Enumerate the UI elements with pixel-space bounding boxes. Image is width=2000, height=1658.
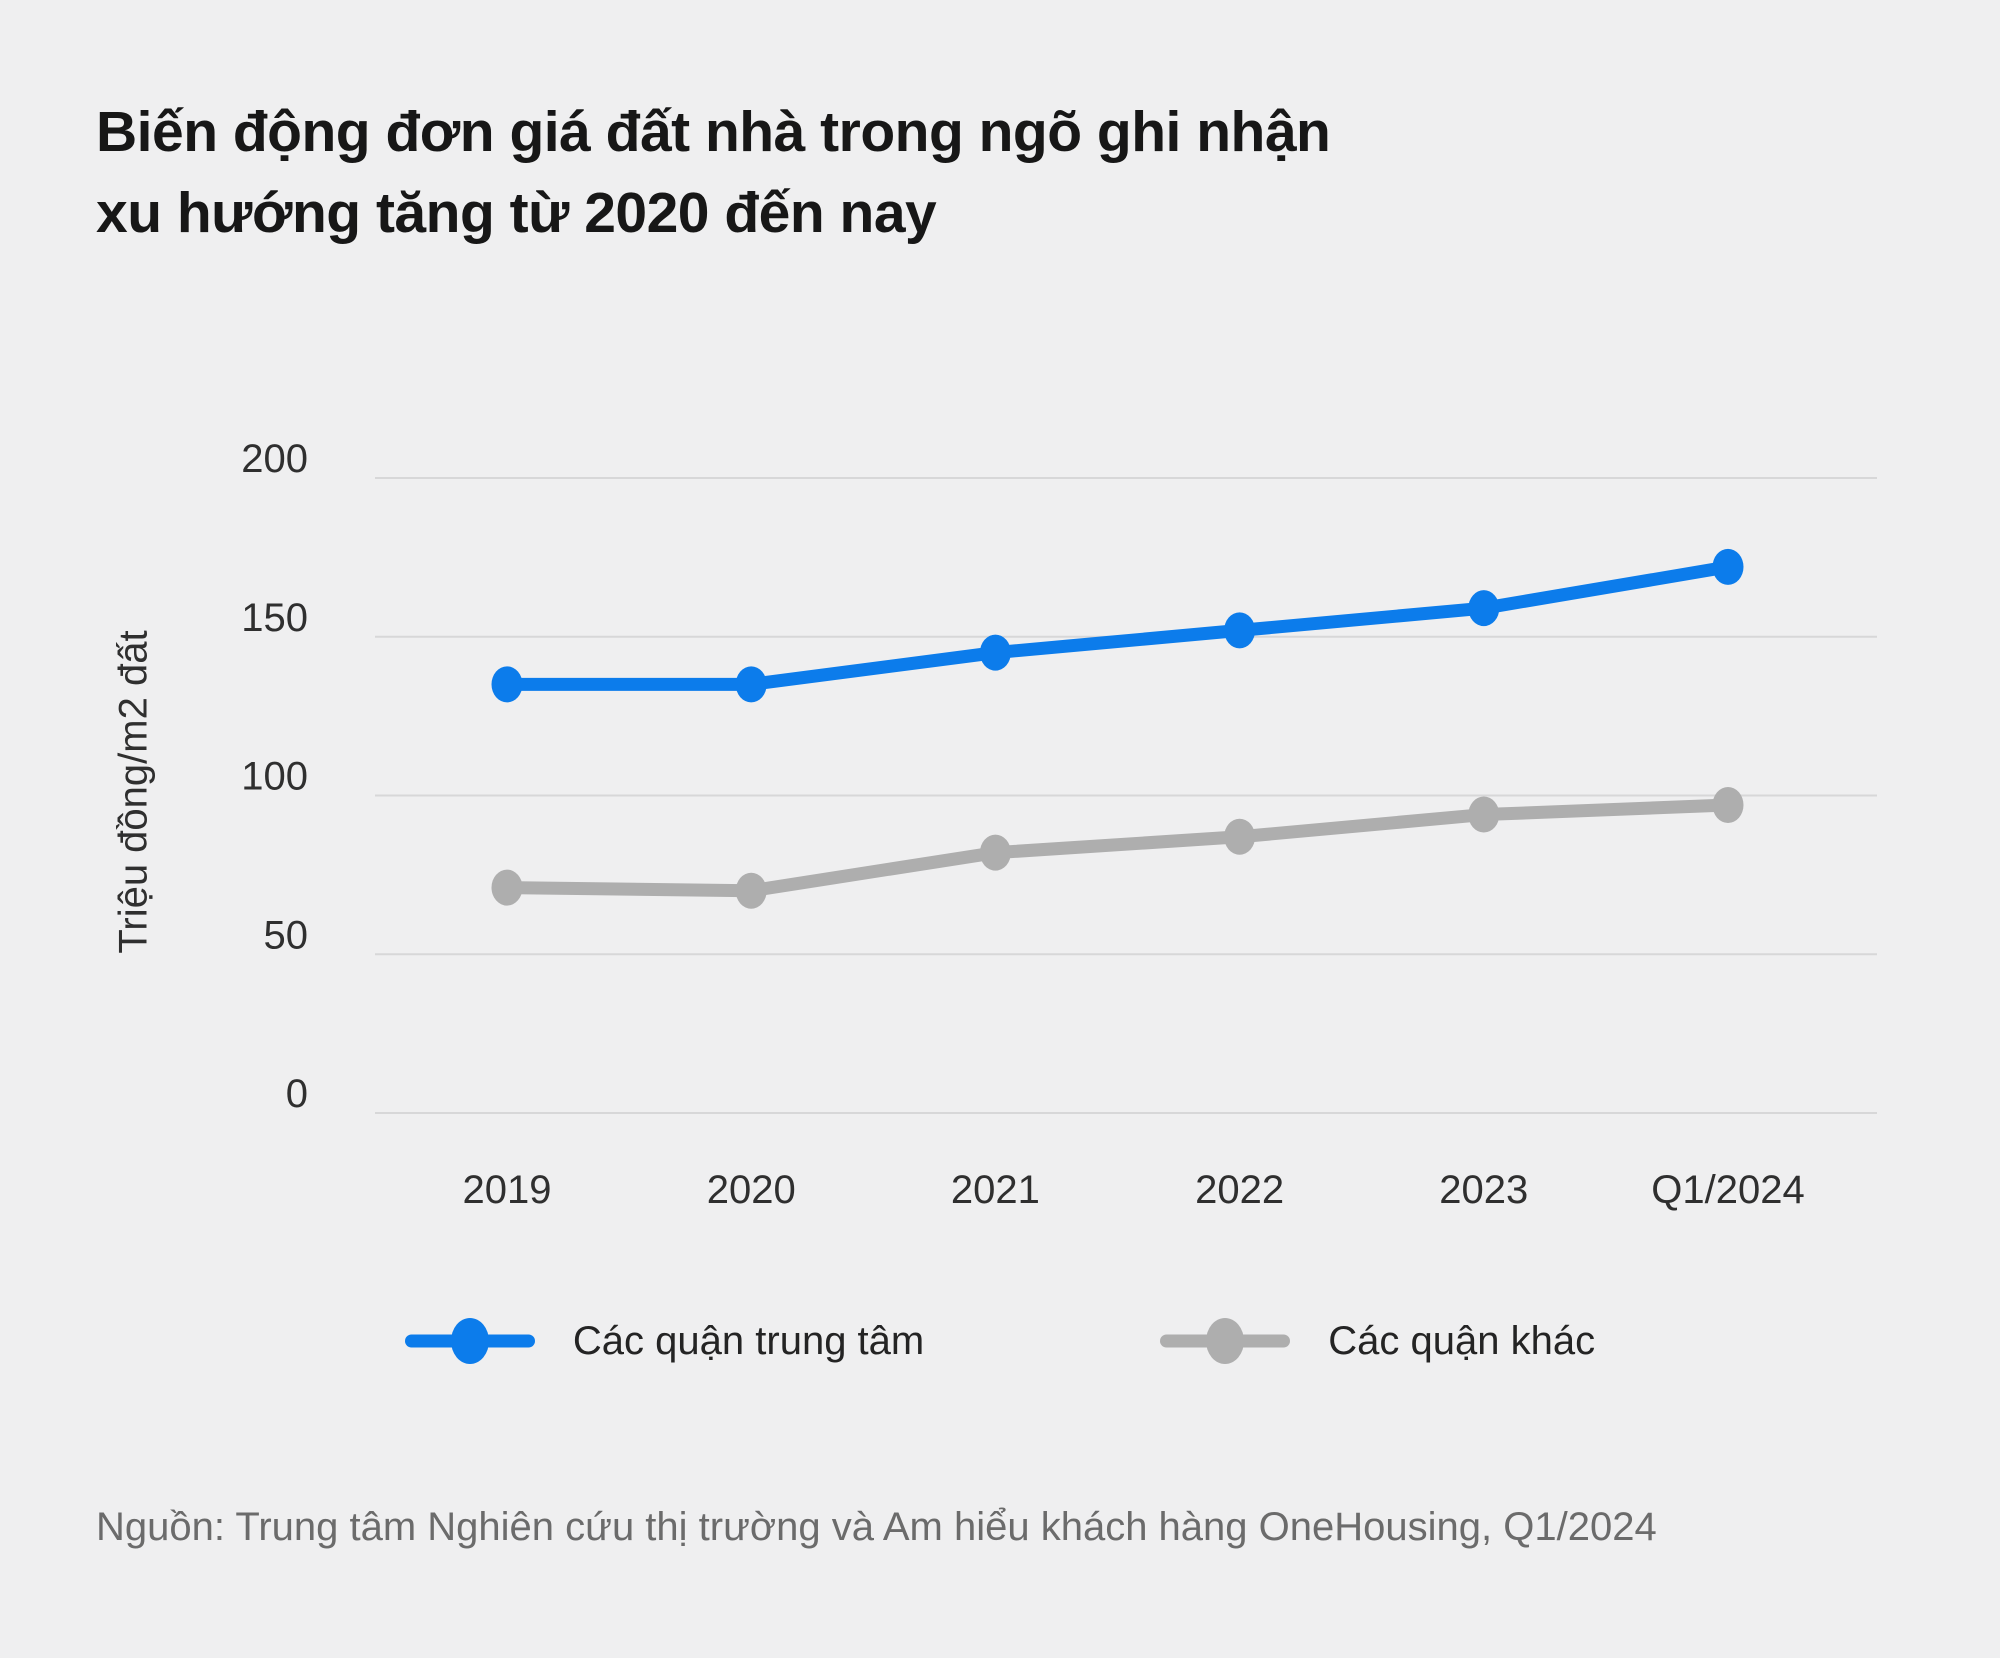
legend-dot-icon [450, 1318, 489, 1364]
x-tick-label-2021: 2021 [951, 1168, 1040, 1212]
data-point-1-2020 [735, 872, 767, 909]
legend-item-other-districts: Các quận khác [1160, 1318, 1595, 1364]
data-point-1-2021 [979, 834, 1011, 871]
data-point-1-2022 [1224, 818, 1256, 855]
y-tick-label-0: 0 [286, 1072, 308, 1116]
data-point-1-2019 [491, 869, 523, 906]
data-point-1-Q1/2024 [1712, 787, 1744, 824]
x-tick-label-Q1/2024: Q1/2024 [1651, 1168, 1804, 1212]
series-line-1 [500, 798, 1735, 898]
chart-title-line-2: xu hướng tăng từ 2020 đến nay [96, 181, 937, 245]
legend-label-central-districts: Các quận trung tâm [572, 1318, 925, 1363]
data-point-0-2020 [735, 666, 767, 703]
legend-marker-gray-icon [1160, 1318, 1291, 1364]
chart-title: Biến động đơn giá đất nhà trong ngõ ghi … [96, 92, 1331, 254]
source-note: Nguồn: Trung tâm Nghiên cứu thị trường v… [96, 1505, 1657, 1549]
y-tick-label-150: 150 [241, 596, 308, 640]
data-point-0-2019 [491, 666, 523, 703]
chart-title-line-1: Biến động đơn giá đất nhà trong ngõ ghi … [96, 100, 1331, 164]
data-point-0-2023 [1468, 590, 1500, 627]
y-tick-label-200: 200 [241, 437, 308, 481]
legend-marker-blue-icon [404, 1318, 535, 1364]
legend-item-central-districts: Các quận trung tâm [404, 1318, 925, 1364]
y-tick-label-50: 50 [264, 913, 309, 957]
x-tick-label-2019: 2019 [463, 1168, 552, 1212]
legend-dot-icon [1206, 1318, 1245, 1364]
x-tick-label-2023: 2023 [1439, 1168, 1528, 1212]
data-point-0-2022 [1224, 612, 1256, 649]
series-line-0 [500, 560, 1735, 691]
x-tick-label-2020: 2020 [707, 1168, 796, 1212]
legend-label-other-districts: Các quận khác [1328, 1318, 1596, 1363]
y-tick-label-100: 100 [241, 755, 308, 799]
data-point-0-Q1/2024 [1712, 548, 1744, 585]
data-point-0-2021 [979, 634, 1011, 671]
data-point-1-2023 [1468, 796, 1500, 833]
legend: Các quận trung tâm Các quận khác [0, 1318, 2000, 1364]
x-tick-label-2022: 2022 [1195, 1168, 1284, 1212]
